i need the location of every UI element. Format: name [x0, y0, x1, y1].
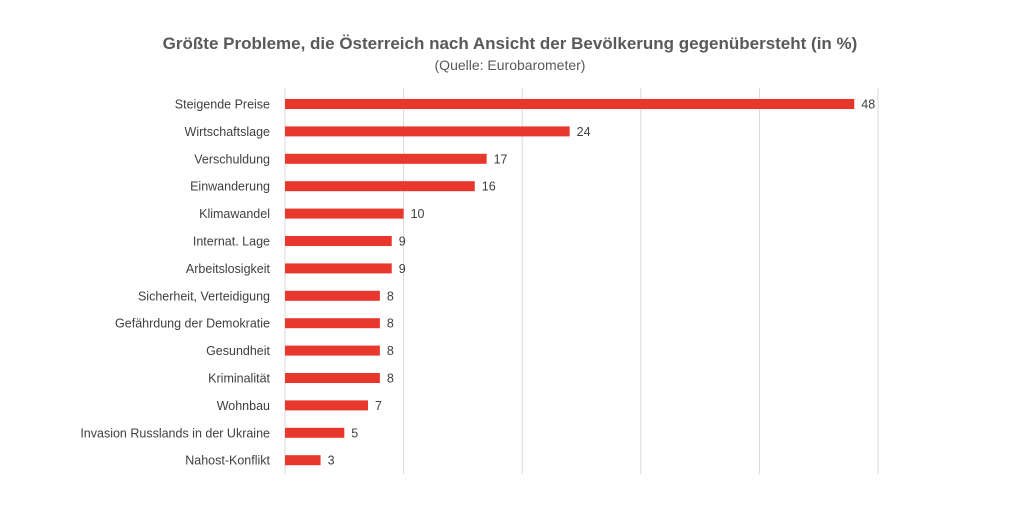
bar: [285, 345, 380, 356]
bar: [285, 126, 570, 137]
bar: [285, 181, 475, 192]
bar: [285, 318, 380, 329]
chart-subtitle: (Quelle: Eurobarometer): [435, 57, 586, 73]
value-label: 8: [387, 317, 394, 331]
bars: [285, 99, 855, 466]
value-label: 16: [482, 180, 496, 194]
category-label: Sicherheit, Verteidigung: [138, 289, 270, 303]
value-label: 10: [411, 207, 425, 221]
bar: [285, 236, 392, 246]
value-label: 9: [399, 262, 406, 276]
value-label: 48: [861, 98, 875, 112]
category-label: Kriminalität: [208, 372, 270, 386]
chart-title: Größte Probleme, die Österreich nach Ans…: [163, 34, 858, 53]
gridlines: [284, 88, 879, 474]
bar: [285, 99, 855, 109]
category-label: Klimawandel: [199, 207, 270, 221]
value-label: 8: [387, 289, 394, 303]
value-label: 8: [387, 372, 394, 386]
bar: [285, 153, 487, 164]
category-label: Gesundheit: [206, 344, 270, 358]
value-label: 24: [577, 125, 591, 139]
category-labels: Steigende Preise Wirtschaftslage Verschuld…: [80, 98, 270, 468]
category-label: Gefährdung der Demokratie: [115, 317, 270, 331]
category-label: Nahost-Konflikt: [185, 454, 270, 468]
bar: [285, 290, 380, 301]
category-label: Wohnbau: [217, 399, 270, 413]
bar: [285, 427, 345, 438]
value-label: 17: [494, 152, 508, 166]
bar: [285, 263, 392, 274]
category-label: Verschuldung: [194, 152, 270, 166]
bar: [285, 373, 380, 383]
bar: [285, 455, 321, 466]
bar: [285, 400, 369, 411]
value-label: 7: [375, 399, 382, 413]
category-label: Arbeitslosigkeit: [186, 262, 271, 276]
value-label: 5: [351, 426, 358, 440]
category-label: Steigende Preise: [175, 98, 270, 112]
category-label: Wirtschaftslage: [185, 125, 270, 139]
category-label: Invasion Russlands in der Ukraine: [80, 426, 270, 440]
value-label: 8: [387, 344, 394, 358]
value-label: 9: [399, 235, 406, 249]
bar: [285, 208, 404, 219]
value-label: 3: [328, 454, 335, 468]
category-label: Internat. Lage: [193, 235, 270, 249]
category-label: Einwanderung: [190, 180, 270, 194]
